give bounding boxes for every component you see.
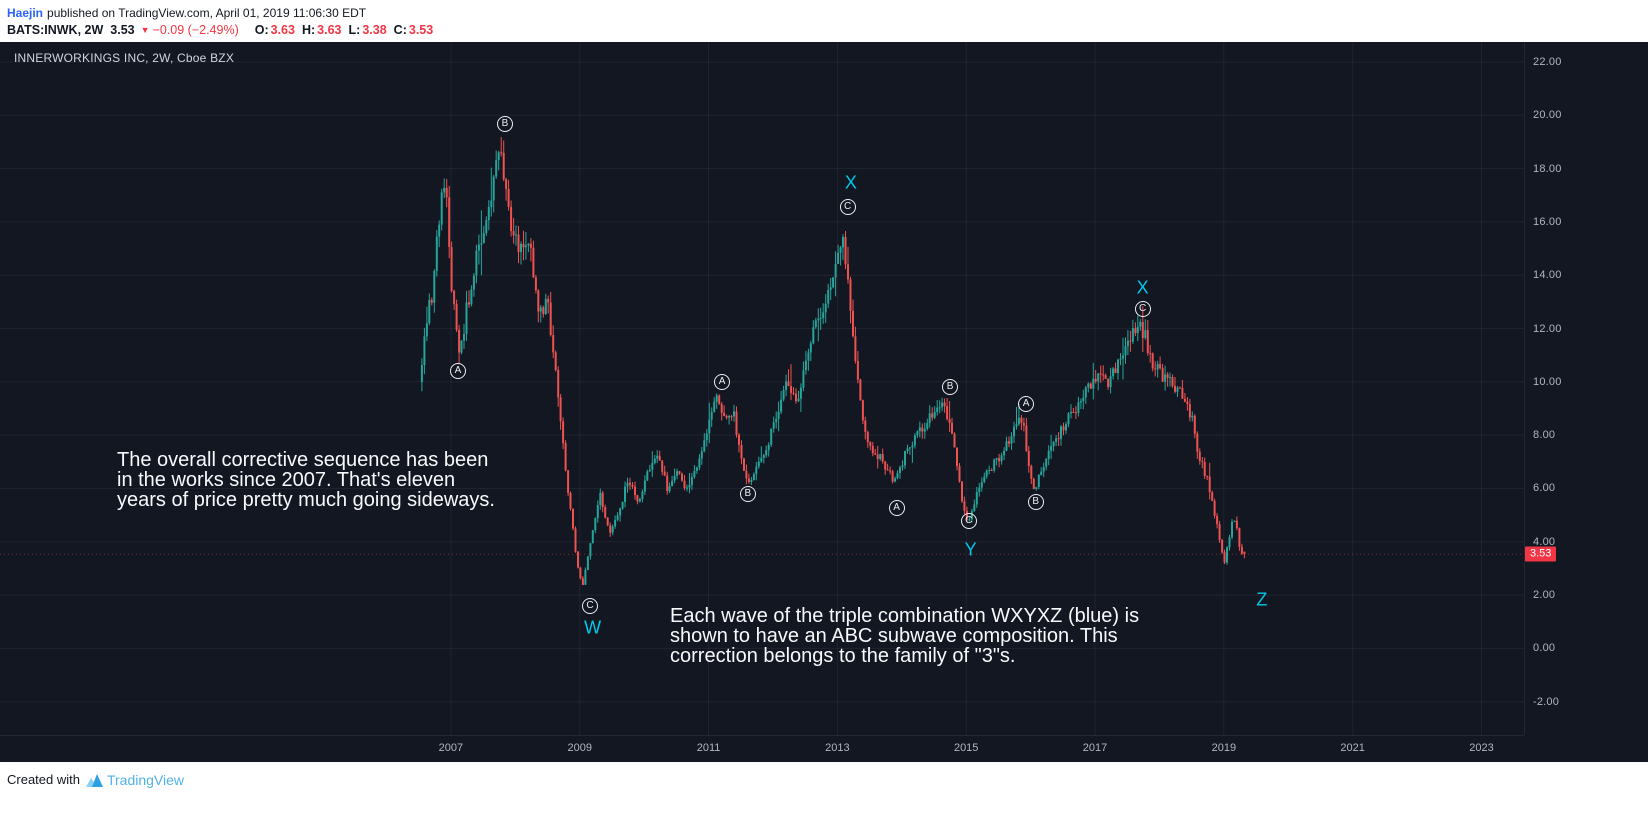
- price-axis-label: 8.00: [1533, 429, 1556, 442]
- price-axis-label: 18.00: [1533, 162, 1562, 175]
- price-axis-label: 12.00: [1533, 322, 1562, 335]
- price-axis-label: 14.00: [1533, 269, 1562, 282]
- down-arrow-icon: ▼: [140, 25, 150, 35]
- close-value: 3.53: [408, 23, 434, 37]
- annotation-text-2: Each wave of the triple combination WXYX…: [670, 605, 1140, 667]
- close-label: C:: [393, 23, 407, 37]
- price-axis-label: 6.00: [1533, 482, 1556, 495]
- open-label: O:: [254, 23, 269, 37]
- price-axis-label: 10.00: [1533, 375, 1562, 388]
- wave-c-circled-label: C: [839, 198, 856, 215]
- ohlc-close: C: 3.53: [394, 23, 434, 37]
- tradingview-brand-link[interactable]: TradingView: [106, 772, 185, 788]
- low-value: 3.38: [362, 23, 387, 37]
- last-price-value: 3.53: [110, 23, 135, 37]
- wave-a-circled-label: A: [1018, 395, 1035, 412]
- time-axis-label: 2011: [696, 742, 721, 754]
- open-value: 3.63: [270, 23, 295, 37]
- ohlc-open: O: 3.63: [255, 23, 295, 37]
- ohlc-high: H: 3.63: [302, 23, 342, 37]
- wave-x-label: X: [844, 172, 857, 193]
- wave-a-circled-label: A: [714, 374, 731, 391]
- time-axis-label: 2009: [567, 742, 592, 754]
- wave-b-circled-label: B: [942, 379, 959, 396]
- low-label: L:: [348, 23, 361, 37]
- wave-w-label: W: [584, 617, 602, 638]
- wave-a-circled-label: A: [449, 363, 466, 380]
- publish-info: Haejin published on TradingView.com, Apri…: [7, 5, 1648, 21]
- author-link[interactable]: Haejin: [7, 6, 44, 20]
- last-price-tag: 3.53: [1525, 546, 1557, 562]
- tradingview-logo-icon[interactable]: [85, 774, 103, 790]
- time-axis-label: 2013: [825, 742, 850, 754]
- price-axis-label: 4.00: [1533, 535, 1556, 548]
- wave-b-circled-label: B: [496, 116, 513, 133]
- price-change: −0.09 (−2.49%): [152, 23, 239, 37]
- time-axis-label: 2007: [438, 742, 464, 754]
- price-axis-label: 0.00: [1533, 642, 1556, 655]
- symbol-info: BATS:INWK, 2W 3.53 ▼ −0.09 (−2.49%) O: 3.63 H:…: [7, 21, 1648, 39]
- wave-c-circled-label: C: [582, 598, 599, 615]
- wave-a-circled-label: A: [888, 500, 905, 517]
- time-axis-label: 2023: [1469, 742, 1494, 754]
- time-axis-label: 2019: [1211, 742, 1237, 754]
- price-axis-label: 2.00: [1533, 589, 1556, 602]
- candlestick-plot: [0, 42, 1524, 735]
- wave-b-circled-label: B: [1027, 494, 1044, 511]
- high-label: H:: [301, 23, 316, 37]
- price-axis-label: 22.00: [1533, 55, 1562, 68]
- time-axis-label: 2017: [1082, 742, 1108, 754]
- wave-b-circled-label: B: [739, 486, 756, 503]
- chart-title: INNERWORKINGS INC, 2W, Cboe BZX: [14, 51, 235, 65]
- time-axis-label: 2021: [1340, 742, 1365, 754]
- wave-z-label: Z: [1256, 589, 1268, 610]
- chart-area: INNERWORKINGS INC, 2W, Cboe BZX A B C A B C A B…: [0, 42, 1648, 762]
- published-text: published on TradingView.com, April 01, …: [47, 6, 367, 20]
- created-with-text: Created with: [7, 772, 80, 787]
- price-axis-label: -2.00: [1533, 695, 1560, 708]
- annotation-text-1: The overall corrective sequence has been…: [117, 449, 495, 511]
- ohlc-low: L: 3.38: [349, 23, 387, 37]
- price-axis-label: 20.00: [1533, 109, 1562, 122]
- header: Haejin published on TradingView.com, Apri…: [0, 0, 1648, 42]
- time-axis-label: 2015: [953, 742, 979, 754]
- wave-c-circled-label: C: [960, 512, 977, 529]
- footer: Created with TradingView: [0, 762, 1648, 834]
- wave-x-label: X: [1136, 277, 1149, 298]
- price-axis: 22.00 20.00 18.00 16.00 14.00 12.00 10.00 8.00 6…: [1524, 42, 1648, 735]
- wave-c-circled-label: C: [1134, 301, 1151, 318]
- time-axis: 2007 2009 2011 2013 2015 2017 2019 2021 2023: [0, 735, 1524, 762]
- symbol-label: BATS:INWK, 2W: [7, 23, 104, 37]
- price-axis-label: 16.00: [1533, 215, 1562, 228]
- high-value: 3.63: [317, 23, 342, 37]
- wave-y-label: Y: [964, 539, 977, 560]
